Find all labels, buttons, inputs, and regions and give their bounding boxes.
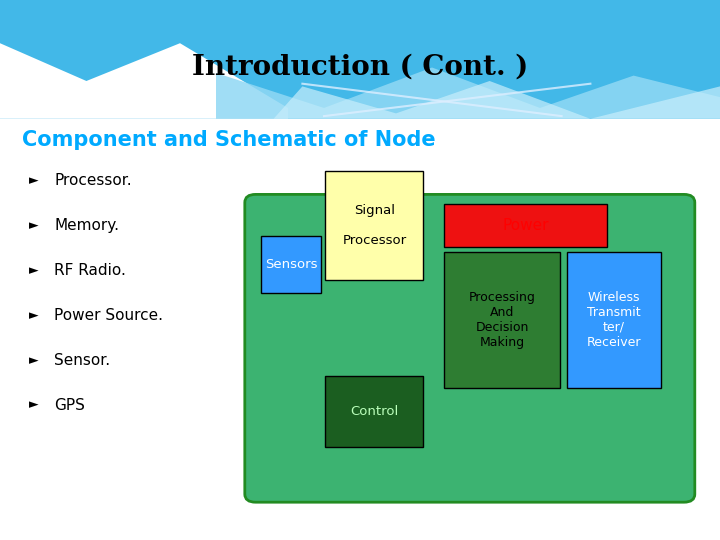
FancyBboxPatch shape xyxy=(444,252,560,388)
Polygon shape xyxy=(274,81,720,119)
Text: Sensor.: Sensor. xyxy=(54,353,110,368)
Text: Processor.: Processor. xyxy=(54,173,132,188)
FancyBboxPatch shape xyxy=(325,171,423,280)
Text: Power: Power xyxy=(503,218,549,233)
Text: ►: ► xyxy=(29,309,38,322)
Text: ►: ► xyxy=(29,399,38,411)
FancyBboxPatch shape xyxy=(261,236,321,293)
Text: GPS: GPS xyxy=(54,397,85,413)
Text: ►: ► xyxy=(29,174,38,187)
FancyBboxPatch shape xyxy=(325,376,423,447)
Text: Memory.: Memory. xyxy=(54,218,119,233)
Text: Wireless
Transmit
ter/
Receiver: Wireless Transmit ter/ Receiver xyxy=(587,291,641,349)
Text: ►: ► xyxy=(29,219,38,232)
Polygon shape xyxy=(216,68,720,119)
Text: Power Source.: Power Source. xyxy=(54,308,163,323)
FancyBboxPatch shape xyxy=(444,204,607,247)
Text: Component and Schematic of Node: Component and Schematic of Node xyxy=(22,130,435,151)
Text: Control: Control xyxy=(350,405,399,418)
FancyBboxPatch shape xyxy=(567,252,661,388)
Polygon shape xyxy=(0,43,288,119)
FancyBboxPatch shape xyxy=(245,194,695,502)
Text: ►: ► xyxy=(29,354,38,367)
Text: ►: ► xyxy=(29,264,38,277)
Text: Signal

Processor: Signal Processor xyxy=(342,204,407,247)
Text: Processing
And
Decision
Making: Processing And Decision Making xyxy=(469,291,536,349)
Bar xyxy=(0,0,720,119)
Text: Introduction ( Cont. ): Introduction ( Cont. ) xyxy=(192,54,528,81)
Text: Sensors: Sensors xyxy=(265,258,317,271)
Text: RF Radio.: RF Radio. xyxy=(54,263,126,278)
